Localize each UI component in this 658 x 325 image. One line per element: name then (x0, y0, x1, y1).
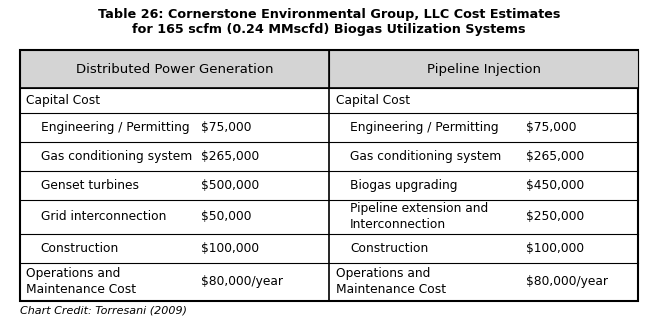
Text: Operations and
Maintenance Cost: Operations and Maintenance Cost (336, 267, 445, 296)
Text: Table 26: Cornerstone Environmental Group, LLC Cost Estimates: Table 26: Cornerstone Environmental Grou… (98, 8, 560, 21)
Text: Construction: Construction (41, 242, 119, 255)
Text: Pipeline extension and
Interconnection: Pipeline extension and Interconnection (350, 202, 488, 231)
Text: $500,000: $500,000 (201, 179, 259, 192)
Text: $75,000: $75,000 (201, 121, 251, 134)
Text: Gas conditioning system: Gas conditioning system (350, 150, 501, 163)
Text: $100,000: $100,000 (526, 242, 584, 255)
Text: Chart Credit: Torresani (2009): Chart Credit: Torresani (2009) (20, 306, 187, 316)
Text: $100,000: $100,000 (201, 242, 259, 255)
Text: Pipeline Injection: Pipeline Injection (426, 62, 541, 76)
Text: $50,000: $50,000 (201, 211, 251, 224)
Text: Capital Cost: Capital Cost (336, 94, 410, 107)
Text: Construction: Construction (350, 242, 428, 255)
Text: $75,000: $75,000 (526, 121, 577, 134)
Text: Distributed Power Generation: Distributed Power Generation (76, 62, 273, 76)
Text: $250,000: $250,000 (526, 211, 585, 224)
Text: $80,000/year: $80,000/year (526, 275, 609, 288)
Text: Biogas upgrading: Biogas upgrading (350, 179, 457, 192)
Text: Capital Cost: Capital Cost (26, 94, 101, 107)
Text: Engineering / Permitting: Engineering / Permitting (350, 121, 499, 134)
Text: $265,000: $265,000 (526, 150, 585, 163)
Text: Grid interconnection: Grid interconnection (41, 211, 166, 224)
Text: Operations and
Maintenance Cost: Operations and Maintenance Cost (26, 267, 136, 296)
Text: $265,000: $265,000 (201, 150, 259, 163)
Text: Gas conditioning system: Gas conditioning system (41, 150, 192, 163)
Text: for 165 scfm (0.24 MMscfd) Biogas Utilization Systems: for 165 scfm (0.24 MMscfd) Biogas Utiliz… (132, 23, 526, 36)
Text: $80,000/year: $80,000/year (201, 275, 283, 288)
Text: Genset turbines: Genset turbines (41, 179, 139, 192)
Text: $450,000: $450,000 (526, 179, 585, 192)
Text: Engineering / Permitting: Engineering / Permitting (41, 121, 190, 134)
